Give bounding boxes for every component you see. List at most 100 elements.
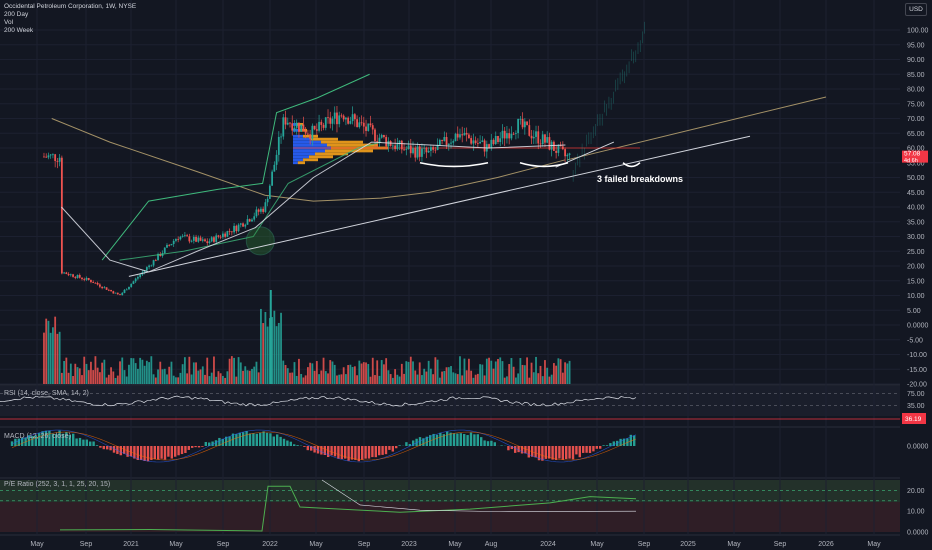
candle: [418, 146, 421, 157]
volume-bars: [43, 290, 571, 384]
candle: [85, 277, 88, 280]
volume-bar: [204, 374, 206, 384]
volume-bar: [206, 357, 209, 384]
macd-histogram-bar: [371, 446, 374, 458]
volume-bar: [347, 365, 350, 384]
volume-bar: [427, 360, 430, 384]
candle: [443, 136, 446, 141]
vp-bar-down: [309, 155, 333, 159]
candle: [553, 141, 555, 151]
candle: [492, 139, 495, 144]
volume-bar: [271, 317, 274, 384]
volume-bar: [257, 372, 260, 384]
macd-histogram-bar: [452, 433, 456, 446]
candle: [367, 123, 370, 131]
volume-bar: [548, 376, 551, 384]
price-tick: 95.00: [907, 42, 925, 49]
volume-bar: [365, 362, 367, 384]
macd-histogram-bar: [112, 446, 116, 453]
volume-bar: [197, 370, 200, 384]
volume-bar: [557, 358, 560, 384]
legend-200-day[interactable]: 200 Day: [4, 11, 29, 18]
volume-bar: [110, 367, 112, 384]
candle: [497, 135, 499, 143]
candle: [166, 244, 168, 248]
volume-bar: [387, 370, 390, 384]
candle: [266, 198, 269, 203]
macd-histogram-bar: [72, 433, 75, 446]
time-axis[interactable]: May Sep 2021 May Sep 2022 May Sep 2023 May Aug 2024…: [30, 541, 881, 548]
macd-histogram-bar: [313, 446, 316, 453]
volume-bar: [195, 362, 197, 384]
price-tick: 15.00: [907, 278, 925, 285]
volume-bar: [441, 371, 443, 384]
price-axis[interactable]: 100.00 95.00 90.00 85.00 80.00 75.00 70.00 65.0…: [902, 28, 929, 537]
candle: [512, 133, 515, 135]
legend-vol[interactable]: Vol: [4, 19, 14, 26]
currency-button[interactable]: USD: [905, 3, 927, 16]
volume-bar: [508, 364, 511, 384]
vp-bar-up: [293, 155, 309, 159]
macd-histogram-bar: [463, 434, 466, 446]
macd-histogram-bar: [486, 441, 490, 446]
volume-bar: [199, 369, 202, 384]
macd-histogram-bar: [82, 439, 85, 446]
candle: [121, 292, 124, 296]
macd-histogram-bar: [398, 445, 401, 446]
volume-bar: [154, 377, 157, 384]
candle: [65, 272, 68, 275]
legend-200-week[interactable]: 200 Week: [4, 27, 34, 34]
macd-histogram-bar: [616, 440, 619, 446]
macd-histogram-bar: [248, 433, 252, 446]
volume-bar: [519, 358, 522, 384]
macd-histogram-bar: [337, 446, 340, 459]
volume-bar: [137, 368, 139, 384]
channel-lower: [119, 141, 382, 261]
volume-bar: [503, 377, 506, 384]
candle: [72, 274, 74, 277]
volume-bar: [273, 310, 276, 384]
time-tick: Sep: [80, 541, 93, 548]
volume-bar: [371, 357, 374, 384]
volume-bar: [47, 320, 50, 384]
macd-histogram-bar: [119, 446, 122, 456]
candle: [365, 126, 367, 131]
candle: [535, 131, 537, 137]
macd-histogram-bar: [177, 446, 180, 456]
volume-bar: [280, 312, 282, 384]
macd-histogram-bar: [381, 446, 384, 455]
macd-histogram-bar: [58, 430, 61, 446]
vp-bar-up: [293, 123, 297, 126]
volume-bar: [559, 359, 562, 384]
candle: [423, 147, 426, 149]
vp-bar-down: [327, 143, 378, 147]
volume-bar: [159, 361, 162, 384]
macd-histogram-bar: [605, 445, 609, 446]
vp-bar-up: [293, 134, 303, 138]
volume-bar: [485, 358, 488, 384]
macd-histogram-bar: [517, 446, 520, 453]
candle: [208, 241, 211, 243]
candle: [555, 150, 558, 153]
volume-bar: [353, 366, 356, 384]
volume-bar: [383, 364, 385, 384]
candle: [47, 155, 50, 158]
pe-red-zone: [0, 502, 900, 532]
volume-bar: [367, 363, 370, 384]
candle: [92, 281, 95, 283]
macd-histogram-bar: [153, 446, 156, 460]
volume-bar: [521, 364, 524, 384]
vp-bar-up: [293, 152, 315, 156]
candle: [148, 265, 150, 268]
candle: [333, 112, 336, 119]
symbol-title[interactable]: Occidental Petroleum Corporation, 1W, NY…: [4, 3, 137, 10]
volume-bar: [537, 373, 540, 384]
volume-bar: [528, 377, 531, 384]
macd-histogram-bar: [221, 438, 224, 446]
volume-bar: [320, 370, 323, 384]
candle: [123, 289, 126, 293]
candle: [369, 123, 372, 126]
macd-histogram-bar: [514, 446, 517, 453]
pe-line: [59, 485, 637, 532]
